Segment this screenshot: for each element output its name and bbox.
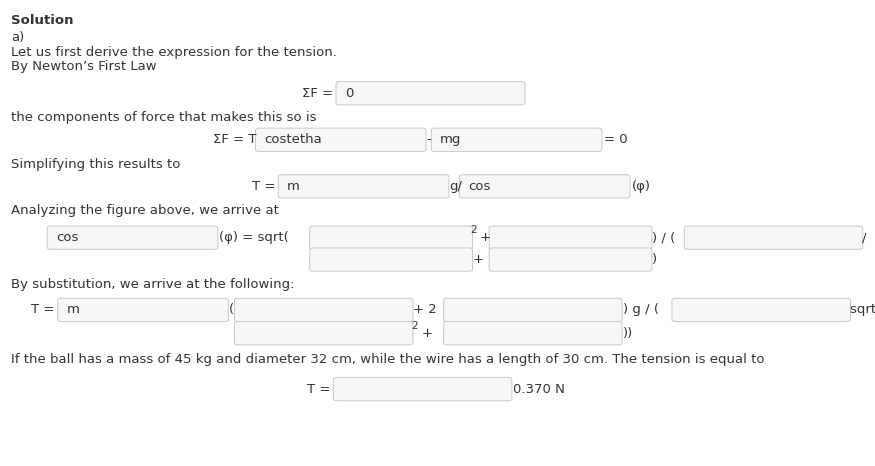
FancyBboxPatch shape — [278, 175, 449, 198]
FancyBboxPatch shape — [333, 377, 512, 401]
Text: 0: 0 — [345, 87, 354, 100]
FancyBboxPatch shape — [310, 248, 473, 271]
FancyBboxPatch shape — [489, 226, 652, 249]
Text: If the ball has a mass of 45 kg and diameter 32 cm, while the wire has a length : If the ball has a mass of 45 kg and diam… — [11, 353, 765, 366]
Text: +: + — [480, 231, 491, 244]
FancyBboxPatch shape — [336, 82, 525, 105]
Text: + 2: + 2 — [413, 303, 437, 316]
Text: By substitution, we arrive at the following:: By substitution, we arrive at the follow… — [11, 278, 295, 291]
Text: +: + — [473, 253, 484, 266]
FancyBboxPatch shape — [58, 298, 228, 322]
FancyBboxPatch shape — [234, 322, 413, 345]
Text: mg: mg — [440, 133, 461, 146]
Text: (φ): (φ) — [632, 180, 651, 193]
Text: costetha: costetha — [264, 133, 322, 146]
Text: T =: T = — [251, 180, 279, 193]
FancyBboxPatch shape — [47, 226, 218, 249]
Text: 0.370 N: 0.370 N — [513, 383, 564, 396]
Text: 2: 2 — [411, 321, 418, 331]
Text: ) g / (: ) g / ( — [623, 303, 659, 316]
Text: = 0: = 0 — [604, 133, 627, 146]
FancyBboxPatch shape — [255, 128, 426, 151]
Text: T =: T = — [31, 303, 59, 316]
FancyBboxPatch shape — [234, 298, 413, 322]
Text: 2: 2 — [470, 225, 477, 235]
Text: ΣF =: ΣF = — [302, 87, 337, 100]
Text: a): a) — [11, 31, 24, 44]
Text: cos: cos — [56, 231, 79, 244]
Text: g/: g/ — [450, 180, 463, 193]
Text: +: + — [422, 327, 433, 340]
Text: cos: cos — [468, 180, 491, 193]
Text: /: / — [862, 231, 866, 244]
Text: (φ) = sqrt(: (φ) = sqrt( — [219, 231, 289, 244]
Text: sqrt (: sqrt ( — [850, 303, 875, 316]
Text: Analyzing the figure above, we arrive at: Analyzing the figure above, we arrive at — [11, 204, 279, 217]
Text: m: m — [66, 303, 80, 316]
FancyBboxPatch shape — [489, 248, 652, 271]
Text: By Newton’s First Law: By Newton’s First Law — [11, 60, 157, 73]
Text: ): ) — [652, 253, 657, 266]
FancyBboxPatch shape — [310, 226, 473, 249]
Text: ) / (: ) / ( — [652, 231, 676, 244]
Text: )): )) — [623, 327, 634, 340]
FancyBboxPatch shape — [444, 298, 622, 322]
FancyBboxPatch shape — [444, 322, 622, 345]
Text: (: ( — [229, 303, 234, 316]
Text: the components of force that makes this so is: the components of force that makes this … — [11, 111, 317, 124]
Text: T =: T = — [306, 383, 334, 396]
FancyBboxPatch shape — [459, 175, 630, 198]
Text: Solution: Solution — [11, 14, 74, 27]
FancyBboxPatch shape — [672, 298, 850, 322]
FancyBboxPatch shape — [684, 226, 863, 249]
Text: m: m — [287, 180, 300, 193]
Text: ΣF = T: ΣF = T — [213, 133, 256, 146]
Text: Let us first derive the expression for the tension.: Let us first derive the expression for t… — [11, 46, 337, 59]
Text: Simplifying this results to: Simplifying this results to — [11, 158, 181, 171]
FancyBboxPatch shape — [431, 128, 602, 151]
Text: -: - — [426, 133, 430, 146]
